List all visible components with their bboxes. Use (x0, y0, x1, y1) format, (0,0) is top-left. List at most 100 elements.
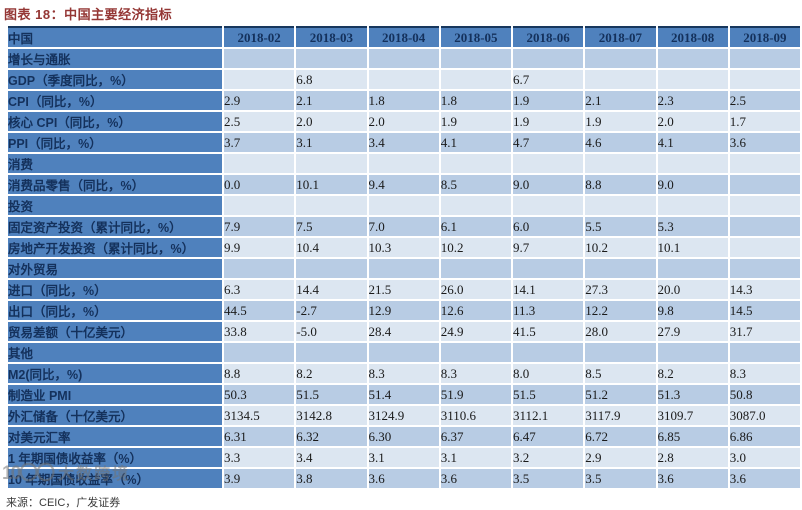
value-cell (439, 342, 514, 364)
value-cell: 3.5 (584, 468, 658, 490)
data-row: 制造业 PMI 50.3 51.5 51.4 51.9 51.5 51.2 51.3 50.8 (8, 384, 802, 406)
value-cell: 9.4 (367, 174, 441, 196)
row-label: 房地产开发投资（累计同比，%） (8, 237, 224, 259)
value-cell (367, 342, 441, 364)
row-label: 对美元汇率 (8, 426, 224, 448)
value-cell: 3.6 (656, 468, 730, 490)
value-cell: 4.1 (439, 132, 514, 154)
value-cell (512, 342, 586, 364)
value-cell: 3.1 (367, 447, 441, 469)
data-row: CPI（同比，%） 2.9 2.1 1.8 1.8 1.9 2.1 2.3 2.5 (8, 90, 802, 112)
value-cell (584, 342, 658, 364)
column-header: 2018-06 (512, 27, 586, 49)
value-cell (439, 153, 514, 175)
value-cell: 7.0 (367, 216, 441, 238)
value-cell (728, 342, 802, 364)
value-cell: 51.3 (656, 384, 730, 406)
value-cell: 6.0 (512, 216, 586, 238)
data-row: 1 年期国债收益率（%） 3.3 3.4 3.1 3.1 3.2 2.9 2.8 3.0 (8, 447, 802, 469)
value-cell (728, 174, 802, 196)
section-label: 增长与通胀 (8, 48, 224, 70)
corner-label: 中国 (8, 27, 224, 49)
section-row: 消费 (8, 153, 802, 175)
data-row: GDP（季度同比，%） 6.8 6.7 (8, 69, 802, 91)
row-label: 10 年期国债收益率（%） (8, 468, 224, 490)
value-cell (512, 48, 586, 70)
value-cell: -5.0 (295, 321, 369, 343)
value-cell: 20.0 (656, 279, 730, 301)
value-cell: 14.1 (512, 279, 586, 301)
value-cell (295, 48, 369, 70)
value-cell: 50.8 (728, 384, 802, 406)
value-cell (223, 69, 297, 91)
value-cell (367, 195, 441, 217)
value-cell: 6.8 (295, 69, 369, 91)
data-row: 外汇储备（十亿美元） 3134.5 3142.8 3124.9 3110.6 3112.1… (8, 405, 802, 427)
value-cell: 10.1 (295, 174, 369, 196)
value-cell: 1.9 (584, 111, 658, 133)
value-cell: 9.0 (656, 174, 730, 196)
column-header: 2018-08 (656, 27, 730, 49)
value-cell: 10.2 (584, 237, 658, 259)
section-label: 消费 (8, 153, 224, 175)
row-label: 贸易差额（十亿美元） (8, 321, 224, 343)
value-cell: 28.0 (584, 321, 658, 343)
value-cell: 6.47 (512, 426, 586, 448)
value-cell: 33.8 (223, 321, 297, 343)
value-cell (295, 342, 369, 364)
value-cell (728, 48, 802, 70)
row-label: 外汇储备（十亿美元） (8, 405, 224, 427)
value-cell: 6.3 (223, 279, 297, 301)
value-cell: 3.4 (367, 132, 441, 154)
data-row: 核心 CPI（同比，%） 2.5 2.0 2.0 1.9 1.9 1.9 2.0 1.7 (8, 111, 802, 133)
value-cell: 6.30 (367, 426, 441, 448)
value-cell: 0.0 (223, 174, 297, 196)
column-header: 2018-03 (295, 27, 369, 49)
section-row: 对外贸易 (8, 258, 802, 280)
value-cell: 1.8 (367, 90, 441, 112)
page-title: 图表 18：中国主要经济指标 (4, 7, 173, 22)
value-cell: 4.1 (656, 132, 730, 154)
value-cell: 8.2 (295, 363, 369, 385)
value-cell: 51.2 (584, 384, 658, 406)
value-cell (223, 258, 297, 280)
value-cell: 12.6 (439, 300, 514, 322)
value-cell: 31.7 (728, 321, 802, 343)
value-cell (512, 195, 586, 217)
value-cell: 9.9 (223, 237, 297, 259)
value-cell: 28.4 (367, 321, 441, 343)
column-header: 2018-07 (584, 27, 658, 49)
value-cell: 8.5 (584, 363, 658, 385)
value-cell: 51.5 (295, 384, 369, 406)
value-cell: 51.4 (367, 384, 441, 406)
data-row: 消费品零售（同比，%） 0.0 10.1 9.4 8.5 9.0 8.8 9.0 (8, 174, 802, 196)
value-cell: 44.5 (223, 300, 297, 322)
value-cell (728, 258, 802, 280)
value-cell (584, 48, 658, 70)
value-cell: 51.5 (512, 384, 586, 406)
value-cell: 3124.9 (367, 405, 441, 427)
value-cell (223, 48, 297, 70)
value-cell: 27.9 (656, 321, 730, 343)
value-cell: 2.0 (656, 111, 730, 133)
value-cell: 1.7 (728, 111, 802, 133)
value-cell: 8.3 (367, 363, 441, 385)
value-cell: 21.5 (367, 279, 441, 301)
value-cell (728, 237, 802, 259)
value-cell (367, 69, 441, 91)
value-cell (656, 153, 730, 175)
value-cell: 3.8 (295, 468, 369, 490)
value-cell: 3.1 (439, 447, 514, 469)
value-cell: 1.9 (512, 90, 586, 112)
data-row: PPI（同比，%） 3.7 3.1 3.4 4.1 4.7 4.6 4.1 3.6 (8, 132, 802, 154)
value-cell (223, 195, 297, 217)
value-cell: 8.2 (656, 363, 730, 385)
value-cell: 6.7 (512, 69, 586, 91)
data-row: 贸易差额（十亿美元） 33.8 -5.0 28.4 24.9 41.5 28.0 27.9 31… (8, 321, 802, 343)
data-row: 房地产开发投资（累计同比，%） 9.9 10.4 10.3 10.2 9.7 10.2 10.… (8, 237, 802, 259)
value-cell: 3.6 (367, 468, 441, 490)
row-label: 消费品零售（同比，%） (8, 174, 224, 196)
value-cell: 2.8 (656, 447, 730, 469)
value-cell: 7.5 (295, 216, 369, 238)
value-cell (439, 48, 514, 70)
